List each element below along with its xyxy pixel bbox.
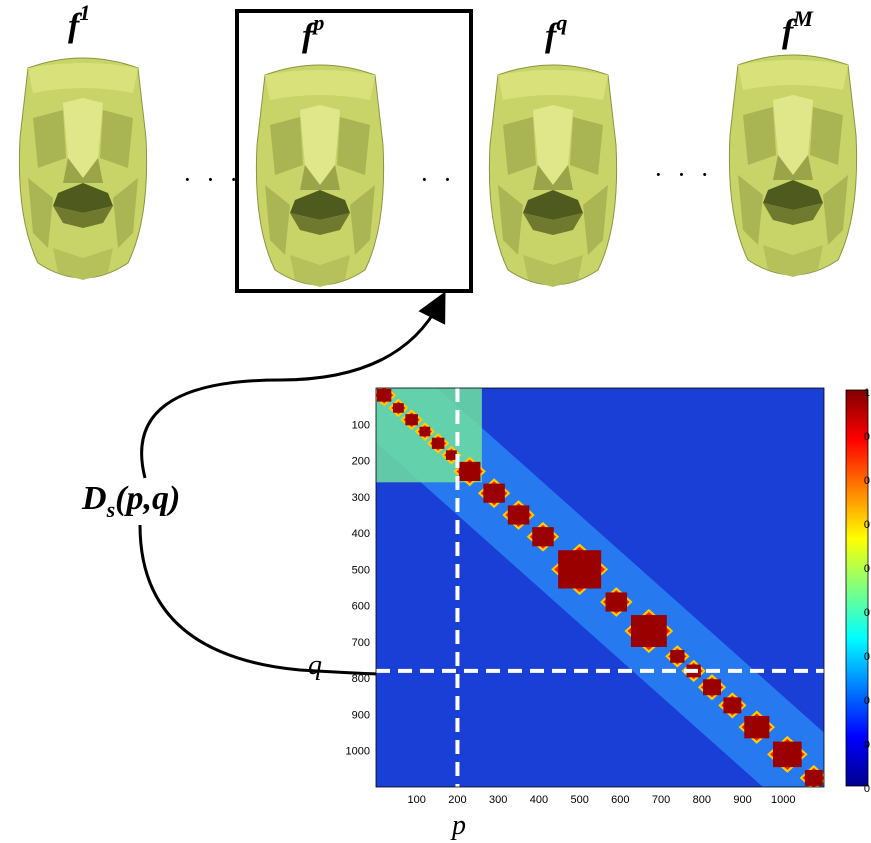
diagonal-block: [804, 769, 823, 786]
colorbar-tick-label: 0: [864, 607, 870, 619]
colorbar-tick-label: 0: [864, 695, 870, 707]
y-tick-label: 400: [352, 528, 370, 540]
colorbar-tick-label: 0: [864, 651, 870, 663]
colorbar: [845, 389, 869, 787]
x-tick-label: 1000: [771, 794, 795, 806]
q-axis-label: q: [308, 650, 322, 681]
diagonal-block: [419, 426, 431, 437]
diagonal-block: [773, 741, 802, 768]
diagonal-block: [723, 697, 742, 714]
diagonal-block: [376, 388, 392, 402]
y-tick-label: 800: [352, 673, 370, 685]
x-tick-label: 900: [733, 794, 751, 806]
y-tick-label: 1000: [346, 746, 370, 758]
x-tick-label: 200: [448, 794, 466, 806]
diagonal-block: [703, 679, 721, 696]
face-label-m: fM: [782, 6, 813, 51]
diagonal-block: [431, 437, 445, 449]
diagonal-block: [558, 550, 602, 589]
colorbar-tick-label: 0: [864, 519, 870, 531]
colorbar-top-label: 1: [864, 387, 870, 399]
diagonal-block: [744, 715, 770, 739]
colorbar-tick-label: 0: [864, 783, 870, 795]
selection-box: [235, 9, 473, 293]
diagonal-block: [532, 527, 554, 547]
y-tick-label: 500: [352, 564, 370, 576]
diagonal-block: [507, 505, 530, 525]
x-tick-label: 100: [408, 794, 426, 806]
colorbar-tick-label: 0: [864, 739, 870, 751]
diagonal-block: [445, 450, 457, 460]
diagonal-block: [405, 414, 418, 426]
y-tick-label: 200: [352, 456, 370, 468]
ellipsis-3: · · ·: [654, 160, 713, 189]
x-tick-label: 600: [611, 794, 629, 806]
diagonal-block: [605, 592, 628, 612]
y-tick-label: 900: [352, 709, 370, 721]
y-tick-label: 700: [352, 637, 370, 649]
diagonal-block: [483, 483, 505, 503]
colorbar-tick-label: 0: [864, 431, 870, 443]
ds-label: Ds(p,q): [82, 480, 181, 522]
ellipsis-1: · · ·: [183, 165, 242, 194]
ellipsis-2: · · ·: [420, 165, 479, 194]
x-tick-label: 400: [530, 794, 548, 806]
x-tick-label: 500: [570, 794, 588, 806]
p-axis-label: p: [452, 810, 466, 841]
x-tick-label: 700: [652, 794, 670, 806]
y-tick-label: 100: [352, 419, 370, 431]
face-label-1: f1: [68, 0, 91, 45]
diagonal-block: [458, 461, 481, 482]
heatmap-frame: [375, 387, 825, 788]
x-tick-label: 300: [489, 794, 507, 806]
diagonal-block: [393, 403, 404, 413]
y-tick-label: 600: [352, 601, 370, 613]
diagonal-block: [670, 650, 685, 663]
colorbar-tick-label: 0: [864, 475, 870, 487]
diagonal-block: [630, 615, 667, 647]
y-tick-label: 300: [352, 492, 370, 504]
face-label-p: fp: [302, 10, 325, 55]
colorbar-tick-label: 0: [864, 563, 870, 575]
x-tick-label: 800: [693, 794, 711, 806]
face-label-q: fq: [545, 10, 568, 55]
